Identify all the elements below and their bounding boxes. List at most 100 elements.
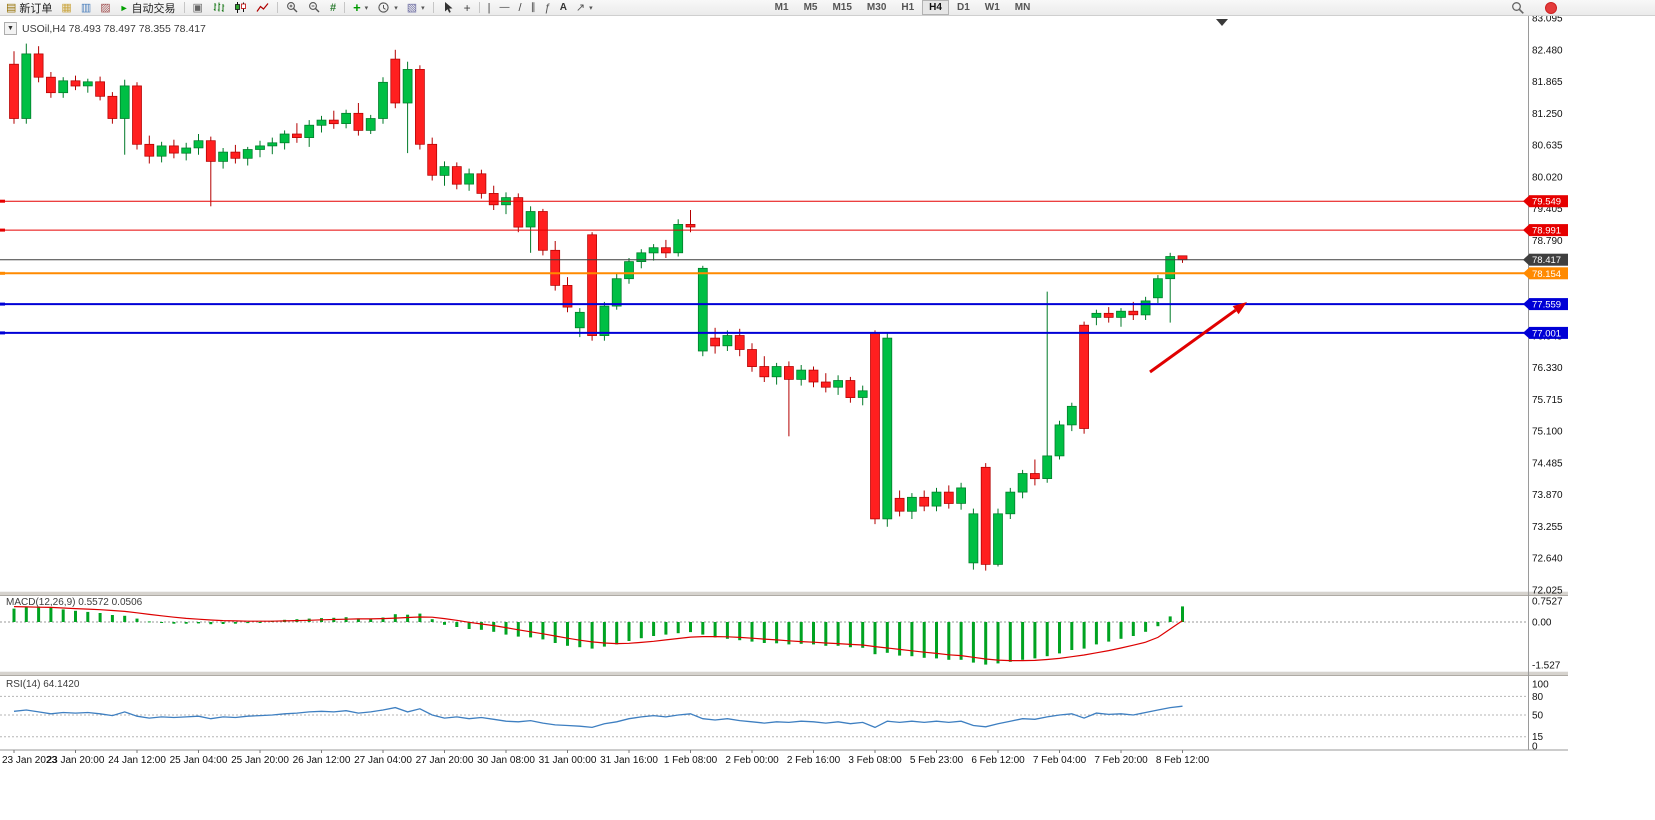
svg-text:25 Jan 04:00: 25 Jan 04:00 (170, 755, 228, 766)
notification-badge[interactable] (1541, 0, 1561, 16)
search-icon (1511, 1, 1525, 15)
search-button[interactable] (1507, 0, 1529, 16)
candlestick-series (9, 43, 1188, 571)
vertical-line-button[interactable]: | (484, 0, 495, 16)
chart-shift-marker[interactable] (1216, 19, 1228, 26)
timeframe-m1-button[interactable]: M1 (774, 2, 789, 13)
candlestick-button[interactable] (230, 0, 251, 16)
svg-text:6 Feb 12:00: 6 Feb 12:00 (971, 755, 1025, 766)
chart-header: ▼ USOil,H4 78.493 78.497 78.355 78.417 (4, 22, 206, 35)
profiles-button[interactable]: ▥ (77, 0, 95, 16)
channel-button[interactable]: ∥ (527, 0, 540, 16)
rsi-indicator (0, 695, 1528, 738)
svg-text:72.640: 72.640 (1532, 554, 1563, 565)
trend-arrow-annotation[interactable] (1149, 302, 1247, 374)
svg-text:72.025: 72.025 (1532, 586, 1563, 597)
svg-text:23 Jan 20:00: 23 Jan 20:00 (47, 755, 105, 766)
svg-text:0.7527: 0.7527 (1532, 596, 1563, 607)
new-order-button[interactable]: ▤ 新订单 (2, 0, 56, 16)
svg-text:7 Feb 04:00: 7 Feb 04:00 (1033, 755, 1087, 766)
timeframe-toolbar: M1 M5 M15 M30 H1 H4 D1 W1 MN (768, 0, 1038, 15)
new-order-button-label: 新订单 (19, 2, 53, 15)
indicators-button[interactable]: + ▾ (349, 0, 372, 16)
zoom-out-icon (308, 1, 321, 14)
svg-text:8 Feb 12:00: 8 Feb 12:00 (1156, 755, 1210, 766)
chart-window-button[interactable]: ▦ (57, 0, 75, 16)
grid-button[interactable]: # (326, 0, 340, 16)
timeframe-d1-button[interactable]: D1 (956, 2, 970, 13)
price-line-label: 77.559 (1523, 298, 1568, 311)
fibonacci-icon: ƒ (544, 1, 551, 14)
dropdown-arrow-icon: ▾ (364, 4, 369, 12)
crosshair-button[interactable]: + (460, 0, 475, 16)
dropdown-arrow-icon: ▾ (589, 4, 593, 12)
horizontal-line-object[interactable] (0, 228, 1528, 232)
toolbar-right-group (1507, 0, 1561, 16)
svg-text:31 Jan 00:00: 31 Jan 00:00 (539, 755, 597, 766)
period-button[interactable]: ▾ (373, 0, 402, 16)
svg-text:78.991: 78.991 (1532, 226, 1561, 237)
svg-text:23 Jan 2023: 23 Jan 2023 (2, 755, 57, 766)
timeframe-m15-button[interactable]: M15 (832, 2, 852, 13)
svg-text:73.255: 73.255 (1532, 522, 1563, 533)
timeframe-m5-button[interactable]: M5 (803, 2, 818, 13)
tile-windows-button[interactable]: ▣ (189, 0, 207, 16)
svg-text:77.001: 77.001 (1532, 328, 1561, 339)
pane-divider[interactable] (0, 591, 1568, 596)
zoom-out-button[interactable] (304, 0, 325, 16)
trendline-icon: / (518, 1, 522, 14)
svg-text:15: 15 (1532, 732, 1544, 743)
price-line-label: 77.001 (1523, 326, 1568, 339)
trendline-button[interactable]: / (515, 0, 526, 16)
timeframe-mn-button[interactable]: MN (1014, 2, 1031, 13)
toolbar-separator (344, 2, 346, 13)
svg-text:50: 50 (1532, 711, 1544, 722)
fibonacci-button[interactable]: ƒ (541, 0, 555, 16)
price-chart: 83.095 82.480 81.865 81.250 80.635 80.020 79.4… (0, 16, 1568, 766)
chart-window-icon: ▦ (61, 1, 72, 14)
data-window-icon: ▨ (100, 1, 111, 14)
channel-icon: ∥ (530, 1, 536, 13)
svg-text:83.095: 83.095 (1532, 16, 1563, 25)
text-button[interactable]: A (556, 0, 571, 16)
bar-chart-button[interactable] (208, 0, 229, 16)
cursor-button[interactable] (438, 0, 459, 16)
vertical-line-icon: | (487, 1, 491, 14)
svg-text:80.635: 80.635 (1532, 141, 1563, 152)
svg-text:27 Jan 20:00: 27 Jan 20:00 (416, 755, 474, 766)
horizontal-line-object[interactable] (0, 302, 1528, 306)
template-button[interactable]: ▧ ▾ (403, 0, 429, 16)
data-window-button[interactable]: ▨ (96, 0, 114, 16)
price-line-label: 78.154 (1523, 267, 1568, 280)
autotrading-button[interactable]: ► 自动交易 (116, 0, 180, 16)
chart-symbol-ohlc: USOil,H4 78.493 78.497 78.355 78.417 (22, 22, 206, 35)
arrows-button[interactable]: ↗ ▾ (572, 0, 597, 16)
zoom-in-icon (286, 1, 299, 14)
horizontal-line-object[interactable] (0, 331, 1528, 335)
line-chart-button[interactable] (252, 0, 273, 16)
svg-text:80: 80 (1532, 692, 1544, 703)
toolbar-separator (276, 2, 278, 13)
svg-text:78.154: 78.154 (1532, 269, 1561, 280)
horizontal-line-object[interactable] (0, 271, 1528, 275)
svg-text:78.790: 78.790 (1532, 236, 1563, 247)
svg-text:73.870: 73.870 (1532, 490, 1563, 501)
timeframe-h1-button[interactable]: H1 (901, 2, 915, 13)
horizontal-line-object[interactable] (0, 199, 1528, 203)
zoom-in-button[interactable] (282, 0, 303, 16)
price-axis-labels: 83.095 82.480 81.865 81.250 80.635 80.020 79.4… (1532, 16, 1563, 753)
one-click-trading-toggle[interactable]: ▼ (4, 22, 17, 35)
svg-text:2 Feb 16:00: 2 Feb 16:00 (787, 755, 841, 766)
timeframe-h4-button[interactable]: H4 (922, 0, 949, 15)
svg-text:76.330: 76.330 (1532, 363, 1563, 374)
pane-divider[interactable] (0, 671, 1568, 676)
timeframe-m30-button[interactable]: M30 (866, 2, 887, 13)
play-icon: ► (119, 2, 129, 13)
add-indicator-icon: + (353, 0, 361, 15)
horizontal-line-button[interactable]: — (496, 0, 514, 16)
svg-text:74.485: 74.485 (1532, 458, 1563, 469)
timeframe-w1-button[interactable]: W1 (984, 2, 1000, 13)
price-line-label: 78.417 (1523, 253, 1568, 266)
svg-text:100: 100 (1532, 680, 1549, 691)
